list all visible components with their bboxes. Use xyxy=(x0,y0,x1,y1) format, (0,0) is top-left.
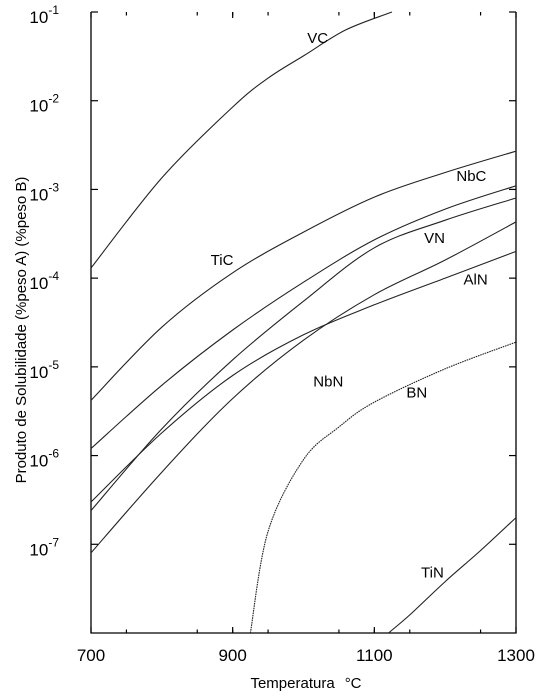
x-tick-label: 1100 xyxy=(356,646,393,665)
x-tick-label: 700 xyxy=(77,646,105,665)
y-tick-label: 10-1 xyxy=(29,3,59,27)
curve-vn xyxy=(90,197,517,511)
y-axis-title: Produto de Solubilidade (%peso A) (%peso… xyxy=(13,177,30,484)
series-label-nbn: NbN xyxy=(313,374,343,391)
plot-curves xyxy=(90,11,517,634)
series-label-bn: BN xyxy=(406,385,427,402)
curve-tin xyxy=(388,517,517,634)
x-axis-title-text: Temperatura xyxy=(250,675,335,692)
curve-aln xyxy=(90,221,517,554)
curve-nbn xyxy=(90,250,517,503)
curve-bn xyxy=(249,341,517,634)
plot-axes xyxy=(90,12,517,634)
x-axis-title: Temperatura °C xyxy=(250,675,361,692)
axis-ticks: 700 900 1100 1300 10-7 10-6 10-5 10-4 10-3 10-2 10… xyxy=(29,3,535,665)
curve-tic xyxy=(90,150,517,401)
series-label-vc: VC xyxy=(307,30,328,47)
series-label-tic: TiC xyxy=(211,252,234,269)
y-tick-label: 10-5 xyxy=(29,358,59,382)
x-tick-label: 1300 xyxy=(497,646,535,665)
y-tick-label: 10-7 xyxy=(29,535,59,559)
curve-nbc xyxy=(90,185,517,449)
series-label-tin: TiN xyxy=(421,565,444,582)
series-label-aln: AlN xyxy=(464,271,488,288)
series-labels: VC TiC NbC VN AlN NbN BN TiN xyxy=(211,30,488,582)
curve-vc xyxy=(90,11,393,269)
series-label-vn: VN xyxy=(424,230,445,247)
plot-frame xyxy=(90,12,517,634)
x-axis-unit: °C xyxy=(345,675,362,692)
x-tick-label: 900 xyxy=(218,646,246,665)
series-label-nbc: NbC xyxy=(456,168,486,185)
y-tick-label: 10-4 xyxy=(29,269,59,293)
y-tick-label: 10-2 xyxy=(29,92,59,116)
y-tick-label: 10-6 xyxy=(29,447,59,471)
y-tick-label: 10-3 xyxy=(29,180,59,204)
